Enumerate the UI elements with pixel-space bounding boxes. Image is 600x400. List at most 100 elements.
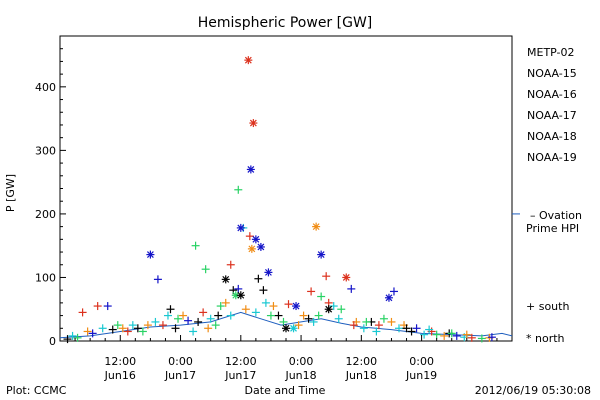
south-point — [269, 302, 278, 311]
south-point — [234, 284, 243, 293]
south-point — [314, 311, 323, 320]
south-point — [118, 324, 127, 333]
x-tick-label-date: Jun17 — [164, 369, 196, 382]
north-point — [244, 56, 253, 65]
north-point — [236, 291, 245, 300]
south-point — [158, 321, 167, 330]
south-point — [420, 330, 429, 339]
north-point — [251, 235, 260, 244]
chart-title: Hemispheric Power [GW] — [198, 15, 373, 31]
south-point — [337, 305, 346, 314]
y-tick-label: 100 — [35, 271, 56, 284]
south-point — [93, 302, 102, 311]
x-tick-label-time: 0:00 — [409, 355, 434, 368]
south-point — [98, 324, 107, 333]
south-point — [412, 324, 421, 333]
south-point — [234, 185, 243, 194]
legend: METP-02 NOAA-15 NOAA-16 NOAA-17 NOAA-18 NOAA-… — [527, 46, 577, 164]
south-point — [226, 311, 235, 320]
south-point — [88, 329, 97, 338]
y-tick-label: 0 — [49, 335, 56, 348]
south-point — [447, 329, 456, 338]
south-point — [171, 324, 180, 333]
south-point — [211, 321, 220, 330]
south-point — [216, 302, 225, 311]
north-marker-legend: * north — [526, 332, 565, 345]
south-point — [138, 327, 147, 336]
x-tick-label-time: 0:00 — [168, 355, 193, 368]
legend-entry: METP-02 — [527, 46, 575, 59]
south-point — [113, 321, 122, 330]
south-point — [294, 321, 303, 330]
x-axis: 12:00Jun160:00Jun1712:00Jun170:00Jun1812… — [74, 335, 498, 382]
south-point — [179, 311, 188, 320]
south-point — [322, 272, 331, 281]
south-point — [184, 316, 193, 325]
south-point — [467, 333, 476, 342]
south-point — [259, 286, 268, 295]
south-point — [191, 241, 200, 250]
south-point — [214, 311, 223, 320]
south-point — [163, 311, 172, 320]
north-point — [324, 305, 333, 314]
south-point — [83, 327, 92, 336]
x-tick-label-time: 12:00 — [225, 355, 257, 368]
south-point — [379, 314, 388, 323]
south-point — [143, 321, 152, 330]
south-point — [221, 298, 230, 307]
north-point — [384, 293, 393, 302]
south-point — [309, 317, 318, 326]
south-point — [274, 311, 283, 320]
south-point — [307, 287, 316, 296]
south-point — [241, 305, 250, 314]
south-point — [261, 298, 270, 307]
south-point — [279, 317, 288, 326]
x-tick-label-date: Jun19 — [405, 369, 437, 382]
x-tick-label-date: Jun16 — [104, 369, 136, 382]
plot-frame — [59, 35, 513, 342]
north-point — [256, 242, 265, 251]
south-point — [389, 287, 398, 296]
x-tick-label-time: 12:00 — [104, 355, 136, 368]
south-point — [78, 308, 87, 317]
x-axis-label: Date and Time — [245, 384, 326, 397]
south-point — [395, 324, 403, 333]
y-tick-label: 400 — [35, 81, 56, 94]
south-point — [174, 314, 183, 323]
north-point — [236, 223, 245, 232]
south-point — [407, 327, 416, 336]
south-point — [245, 232, 254, 241]
ovation-label-line2: Prime HPI — [526, 222, 579, 235]
south-point — [103, 302, 112, 311]
south-point — [108, 325, 117, 334]
south-point — [334, 314, 343, 323]
north-point — [317, 250, 326, 259]
south-point — [73, 333, 82, 342]
south-point — [189, 327, 198, 336]
north-point — [146, 250, 155, 259]
north-point — [289, 324, 298, 333]
ovation-label-line1: – Ovation — [530, 209, 582, 222]
south-point — [123, 327, 132, 336]
south-point — [68, 331, 77, 340]
south-point — [151, 317, 160, 326]
south-point — [251, 308, 260, 317]
legend-entry: NOAA-17 — [527, 109, 577, 122]
south-point — [374, 321, 383, 330]
legend-entry: NOAA-16 — [527, 88, 577, 101]
south-point — [477, 334, 486, 343]
north-point — [249, 119, 258, 128]
x-tick-label-date: Jun17 — [224, 369, 256, 382]
south-point — [199, 308, 208, 317]
south-point — [128, 321, 137, 330]
south-point — [362, 317, 371, 326]
south-point — [359, 324, 368, 333]
north-point — [221, 275, 230, 284]
south-point — [166, 305, 175, 314]
south-point — [387, 317, 396, 326]
x-tick-label-date: Jun18 — [345, 369, 377, 382]
legend-entry: NOAA-19 — [527, 151, 577, 164]
south-marker-legend: + south — [526, 300, 569, 313]
south-point — [372, 327, 381, 336]
